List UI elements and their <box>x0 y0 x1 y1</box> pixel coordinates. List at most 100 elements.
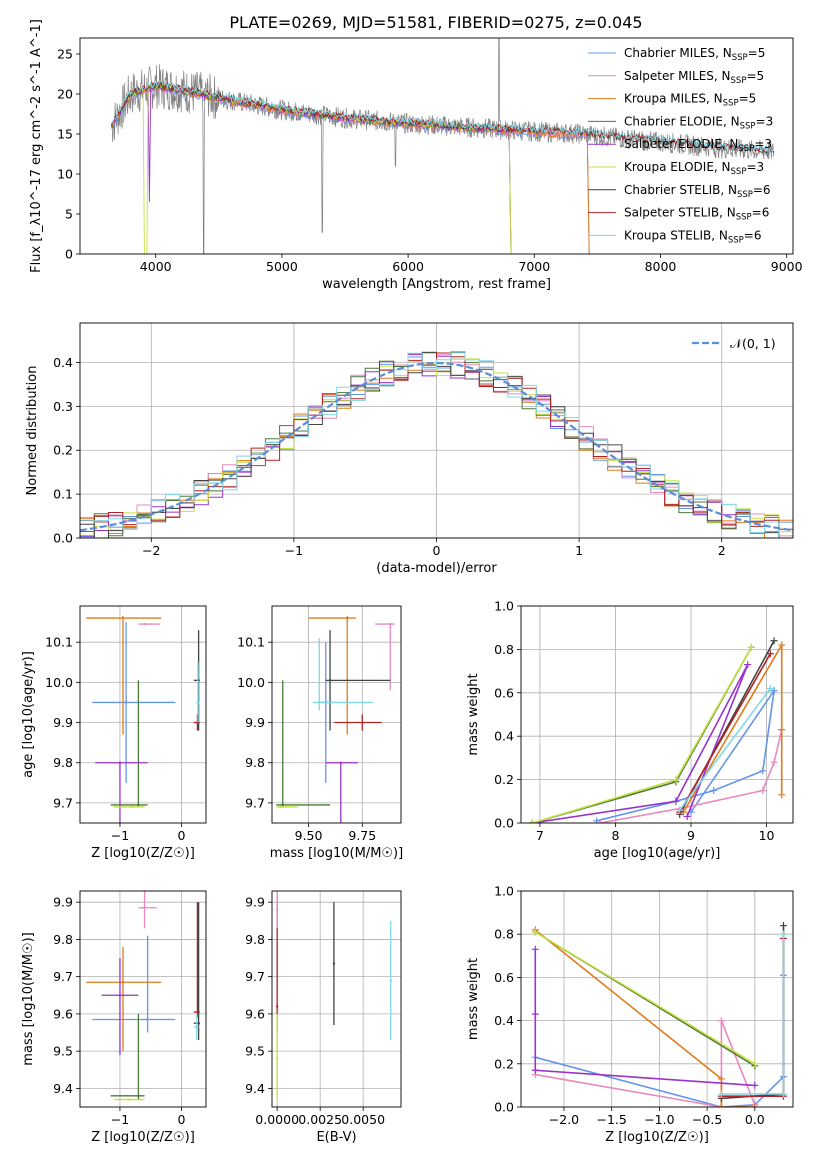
x-tick-label: −1.5 <box>596 1112 626 1127</box>
y-tick-label: 9.8 <box>245 755 265 770</box>
marker-chab_stelib <box>779 922 787 930</box>
series-salp_elodie <box>532 664 749 823</box>
y-tick-label: 0.1 <box>53 487 73 502</box>
y-tick-label: 10.0 <box>45 675 73 690</box>
y-tick-label: 9.9 <box>245 715 265 730</box>
y-tick-label: 9.7 <box>53 795 73 810</box>
y-tick-label: 9.5 <box>53 1044 73 1059</box>
point-salp_stelib <box>275 1005 279 1008</box>
weight_vs_age-axes: 7 8 9 10 0.0 0.2 0.4 0.6 0.8 1.0 age [log10(age/yr… <box>466 599 793 861</box>
x-tick-label: 1 <box>575 543 583 558</box>
series-salp_elodie <box>534 949 755 1087</box>
x-tick-label: 7 <box>536 828 544 843</box>
x-axis-label: (data-model)/error <box>376 561 497 576</box>
y-tick-label: 10.1 <box>237 635 265 650</box>
y-tick-label: 0.8 <box>494 927 514 942</box>
point-krou_miles <box>121 981 125 984</box>
point-salp_miles <box>143 906 146 909</box>
marker-krou_stelib <box>779 930 787 938</box>
y-tick-label: 9.8 <box>53 755 73 770</box>
legend-label: Kroupa MILES, NSSP=5 <box>624 92 756 109</box>
series-chab_miles <box>596 690 775 822</box>
marker-krou_miles <box>778 641 786 649</box>
y-tick-label: 0.0 <box>494 816 514 831</box>
y-tick-label: 9.9 <box>53 895 73 910</box>
series-chab_elodie <box>532 646 753 823</box>
age_vs_mass-axes: 9.50 9.75 9.7 9.8 9.9 10.0 10.1 mass [log10(M/M… <box>237 606 403 861</box>
y-axis-label: Normed distribution <box>25 366 40 496</box>
y-tick-label: 0.2 <box>494 772 514 787</box>
mass_vs_Z-axes: −1 0 9.4 9.5 9.6 9.7 9.8 9.9 Z [log10(Z/Z☉)] mass… <box>21 891 206 1145</box>
y-tick-label: 25 <box>57 47 73 62</box>
y-tick-label: 9.7 <box>245 795 265 810</box>
marker-salp_miles <box>717 1017 725 1025</box>
y-tick-label: 1.0 <box>494 599 514 614</box>
y-tick-label: 9.8 <box>53 932 73 947</box>
point-krou_elodie <box>275 1057 279 1060</box>
marker-krou_stelib <box>676 806 684 814</box>
x-axis-label: Z [log10(Z/Z☉)] <box>91 846 195 861</box>
weight_vs_Z-axes: −2.0 −1.5 −1.0 −0.5 0.0 0.0 0.2 0.4 0.6 0.8 1.0 Z [… <box>466 884 793 1145</box>
point-krou_elodie <box>131 805 134 809</box>
series-krou_elodie <box>534 931 756 1065</box>
marker-salp_elodie <box>531 1066 539 1074</box>
age_vs_mass-points <box>276 616 395 823</box>
legend-label: Salpeter STELIB, NSSP=6 <box>624 206 769 223</box>
age_vs_Z-axes: −1 0 9.7 9.8 9.9 10.0 10.1 Z [log10(Z/Z☉)] age [… <box>21 606 206 861</box>
marker-krou_miles <box>717 1103 725 1107</box>
x-tick-label: −2.0 <box>549 1112 579 1127</box>
point-krou_stelib <box>318 701 321 704</box>
point-salp_miles <box>389 622 392 626</box>
legend-label: Salpeter ELODIE, NSSP=3 <box>624 137 772 154</box>
x-tick-label: 4000 <box>140 259 172 274</box>
weight_vs_age-frame <box>520 605 794 824</box>
spectrum-legend: Chabrier MILES, NSSP=5 Salpeter MILES, NS… <box>588 46 773 245</box>
x-tick-label: −1 <box>285 543 303 558</box>
y-tick-label: 0.4 <box>494 1013 514 1028</box>
x-axis-label: wavelength [Angstrom, rest frame] <box>322 277 551 292</box>
point-chab_stelib <box>332 962 336 965</box>
series-krou_stelib <box>721 934 785 1095</box>
y-tick-label: 9.4 <box>53 1081 73 1096</box>
x-tick-label: 7000 <box>518 259 550 274</box>
marker-chab_stelib <box>770 637 778 645</box>
point-chab_miles <box>146 1018 149 1021</box>
x-tick-label: 2 <box>718 543 726 558</box>
point-krou_miles <box>121 616 125 620</box>
point-salp_stelib <box>196 1010 199 1014</box>
point-chab_stelib <box>197 1022 200 1025</box>
legend-label: Salpeter MILES, NSSP=5 <box>624 69 764 86</box>
x-tick-label: 0.0025 <box>298 1112 342 1127</box>
y-axis-label: Flux [f_λ10^-17 erg cm^-2 s^-1 A^-1] <box>29 19 44 273</box>
legend-label: Chabrier MILES, NSSP=5 <box>624 46 765 63</box>
marker-krou_miles <box>717 1075 725 1083</box>
marker-salp_miles <box>770 758 778 766</box>
y-tick-label: 9.4 <box>245 1081 265 1096</box>
weight_vs_Z-frame <box>520 890 794 1108</box>
marker-salp_elodie <box>744 661 752 669</box>
marker-chab_miles <box>759 767 767 775</box>
point-chab_elodie <box>137 803 140 807</box>
y-tick-label: 0.4 <box>494 729 514 744</box>
y-tick-label: 9.9 <box>53 715 73 730</box>
y-tick-label: 9.6 <box>53 1006 73 1021</box>
series-krou_miles <box>682 642 783 813</box>
y-tick-label: 0.8 <box>494 642 514 657</box>
point-chab_elodie <box>281 803 284 807</box>
point-krou_stelib <box>195 1025 198 1029</box>
series-krou_elodie <box>532 646 753 823</box>
y-axis-label: mass [log10(M/M☉)] <box>21 932 36 1065</box>
y-axis-label: mass weight <box>466 673 481 755</box>
model-salp_miles <box>111 84 590 254</box>
x-tick-label: 10 <box>759 828 775 843</box>
y-axis-label: age [log10(age/yr)] <box>21 651 36 778</box>
residual-histograms <box>80 351 793 538</box>
y-tick-label: 20 <box>57 87 73 102</box>
y-tick-label: 10 <box>57 167 73 182</box>
marker-salp_elodie <box>531 945 539 953</box>
mass_vs_EBV-axes: 0.0000 0.0025 0.0050 9.4 9.5 9.6 9.7 9.8 9.9 E(B-… <box>245 891 401 1145</box>
point-salp_elodie <box>339 761 342 764</box>
gaussian-curve <box>80 361 793 532</box>
mass_vs_Z-frame <box>79 890 207 1108</box>
